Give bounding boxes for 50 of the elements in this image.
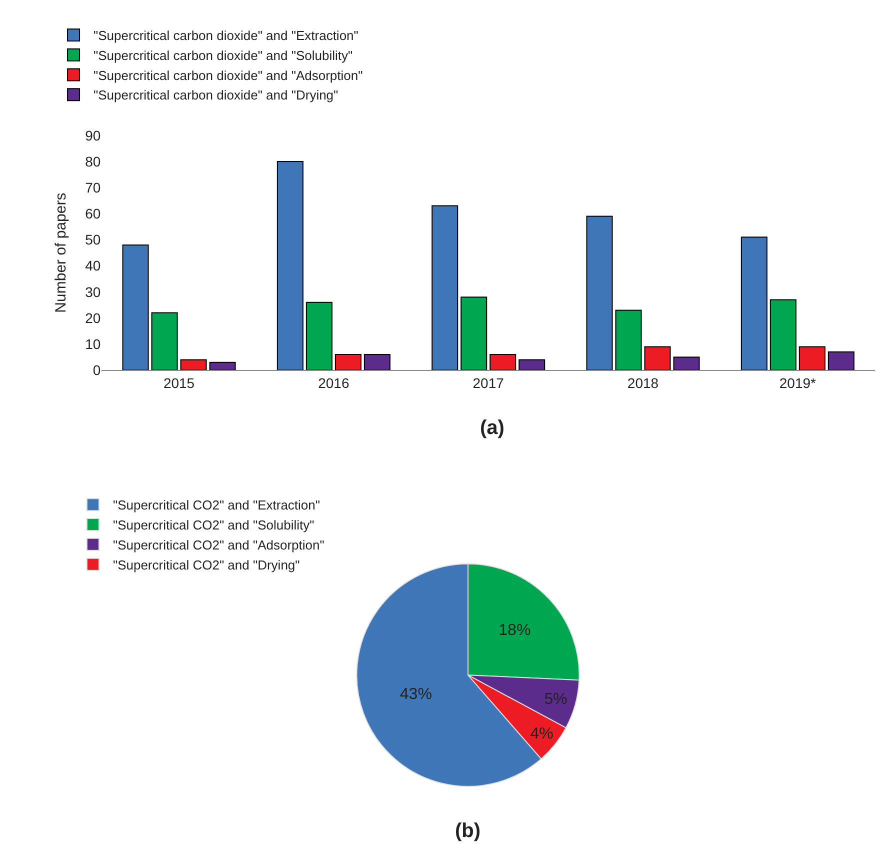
bar	[276, 160, 304, 370]
bar	[490, 354, 516, 370]
bar	[364, 354, 390, 370]
x-tick-label: 2017	[472, 375, 504, 391]
bar	[644, 346, 671, 370]
bar	[828, 351, 854, 370]
bar	[673, 356, 700, 370]
bar	[615, 310, 642, 370]
x-tick-label: 2016	[318, 375, 350, 391]
y-tick-label: 20	[85, 310, 101, 326]
bar	[432, 205, 458, 370]
bar	[209, 362, 236, 370]
legend-label: "Supercritical carbon dioxide" and "Extraction"	[94, 28, 359, 44]
text: (a)	[480, 417, 504, 439]
data-label: 43%	[400, 686, 432, 704]
x-tick-label: 2015	[163, 375, 195, 391]
bar	[740, 236, 768, 370]
y-tick-label: 60	[85, 206, 101, 222]
data-label: 5%	[544, 690, 568, 708]
bar	[122, 244, 149, 370]
x-tick-label: 2019*	[779, 375, 817, 391]
text: (b)	[455, 820, 481, 842]
bar	[306, 302, 332, 370]
bar	[586, 216, 613, 370]
y-tick-label: 30	[85, 284, 101, 300]
y-tick-label: 0	[92, 362, 101, 378]
x-tick-label: 2018	[627, 375, 659, 391]
legend-label: "Supercritical carbon dioxide" and "Drying"	[94, 88, 339, 103]
bar	[770, 299, 796, 370]
bar	[518, 359, 546, 370]
y-tick-label: 50	[85, 232, 101, 248]
y-tick-label: 80	[85, 153, 101, 170]
data-label: 4%	[530, 725, 554, 742]
legend-label: "Supercritical carbon dioxide" and "Solubility"	[94, 48, 353, 63]
legend-label: "Supercritical CO2" and "Extraction"	[112, 498, 320, 513]
data-label: 18%	[498, 622, 531, 639]
legend-label: "Supercritical CO2" and "Drying"	[112, 557, 300, 572]
y-axis-title: Number of papers	[52, 192, 70, 313]
legend-label: "Supercritical CO2" and "Adsorption"	[112, 538, 325, 552]
y-tick-label: 70	[85, 179, 101, 196]
bar	[151, 312, 178, 370]
bar	[460, 296, 488, 370]
bar	[798, 346, 826, 370]
y-tick-label: 10	[85, 336, 101, 352]
legend-label: "Supercritical CO2" and "Solubility"	[112, 518, 315, 533]
bar	[334, 354, 362, 370]
y-tick-label: 40	[85, 258, 101, 274]
legend-label: "Supercritical carbon dioxide" and "Adsorption"	[94, 68, 364, 83]
bar	[180, 359, 207, 370]
y-tick-label: 90	[85, 127, 101, 144]
